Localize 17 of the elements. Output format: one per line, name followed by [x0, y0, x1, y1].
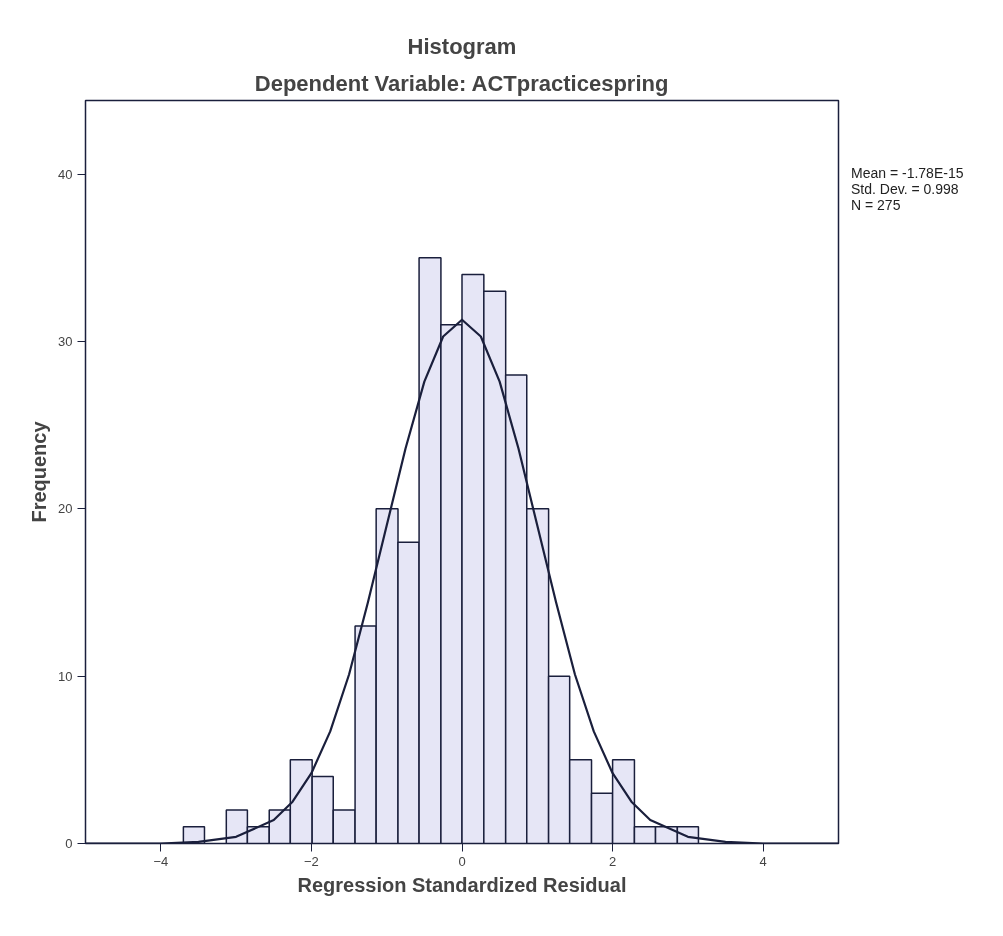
y-tick-label: 0: [65, 836, 73, 851]
y-tick-label: 40: [58, 166, 73, 182]
x-tick-label: 4: [759, 853, 767, 869]
x-axis-title: Regression Standardized Residual: [297, 873, 627, 896]
y-tick-label: 20: [58, 501, 73, 517]
text: Std. Dev. = 0.998: [851, 181, 959, 197]
y-tick-label: 10: [58, 668, 73, 684]
y-axis-title: Frequency: [28, 420, 51, 523]
x-tick-label: 0: [458, 853, 466, 869]
x-tick-label: −4: [153, 853, 169, 869]
chart-title: Histogram: [407, 33, 517, 59]
x-tick-label: −2: [303, 853, 319, 869]
y-tick-label: 30: [58, 333, 73, 349]
chart-subtitle: Dependent Variable: ACTpracticespring: [254, 70, 669, 96]
x-tick-label: 2: [608, 853, 617, 869]
text: Mean = -1.78E-15: [851, 165, 964, 181]
text: N = 275: [851, 197, 901, 213]
